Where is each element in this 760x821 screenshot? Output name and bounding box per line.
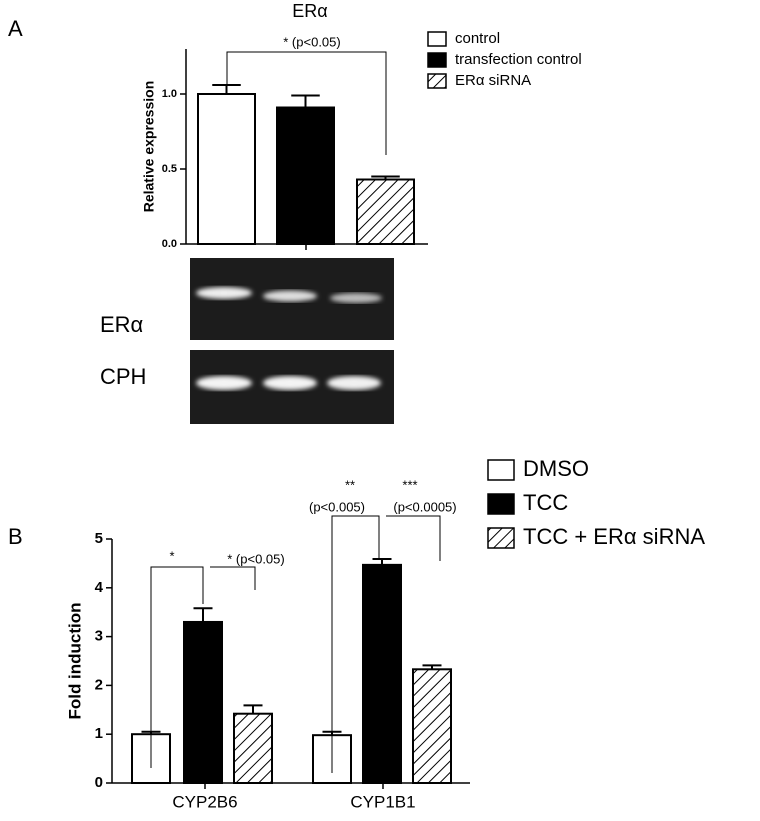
- legend-label: TCC: [523, 490, 568, 515]
- annotation: **: [345, 477, 355, 492]
- x-tick-label: CYP1B1: [350, 792, 415, 811]
- gel: ERα CPH: [100, 258, 394, 424]
- legend-swatch: [427, 73, 447, 89]
- legend-swatch: [487, 459, 515, 481]
- bar: [197, 93, 256, 245]
- bar: [356, 178, 415, 245]
- x-tick-label: CYP2B6: [172, 792, 237, 811]
- gel-band: [263, 376, 317, 390]
- annotation: (p<0.0005): [393, 499, 456, 514]
- y-axis-label: Relative expression: [141, 81, 157, 213]
- y-tick-label: 3: [95, 628, 103, 645]
- y-tick-label: 5: [95, 530, 103, 547]
- bar: [276, 106, 335, 245]
- legend-label: transfection control: [455, 51, 582, 68]
- y-tick-label: 1.0: [162, 88, 177, 100]
- legend-swatch: [427, 31, 447, 47]
- annotation: ***: [402, 477, 417, 492]
- significance-bracket: [150, 566, 204, 768]
- gel-label: ERα: [100, 312, 144, 337]
- legend-label: TCC + ERα siRNA: [523, 524, 705, 549]
- legend-swatch: [487, 493, 515, 515]
- significance-bracket: [226, 51, 387, 155]
- gel-band: [196, 287, 252, 299]
- annotation: *: [169, 548, 174, 563]
- y-tick-label: 0.0: [162, 238, 177, 250]
- y-axis-label: Fold induction: [65, 602, 84, 719]
- y-tick-label: 0: [95, 774, 103, 791]
- significance-bracket: [331, 515, 380, 773]
- annotation: * (p<0.05): [227, 551, 284, 566]
- gel-band: [263, 290, 317, 302]
- bar: [362, 563, 402, 785]
- gel-band: [330, 293, 382, 303]
- y-tick-label: 1: [95, 725, 103, 742]
- legend-label: ERα siRNA: [455, 72, 531, 89]
- legend-label: control: [455, 30, 500, 47]
- chart-title: ERα: [292, 1, 327, 21]
- legend-swatch: [487, 527, 515, 549]
- y-tick-label: 4: [95, 579, 104, 596]
- annotation: (p<0.005): [309, 499, 365, 514]
- legend-label: DMSO: [523, 456, 589, 481]
- annotation: * (p<0.05): [283, 34, 340, 49]
- y-tick-label: 0.5: [162, 163, 177, 175]
- bar: [412, 668, 452, 785]
- bar: [183, 620, 223, 785]
- significance-bracket: [386, 515, 441, 561]
- bar: [233, 712, 273, 784]
- y-tick-label: 2: [95, 676, 103, 693]
- legend-swatch: [427, 52, 447, 68]
- panel-label: B: [8, 524, 23, 549]
- gel-label: CPH: [100, 364, 146, 389]
- gel-band: [196, 376, 252, 390]
- panel-label: A: [8, 16, 23, 41]
- significance-bracket: [210, 566, 256, 590]
- gel-band: [327, 376, 381, 390]
